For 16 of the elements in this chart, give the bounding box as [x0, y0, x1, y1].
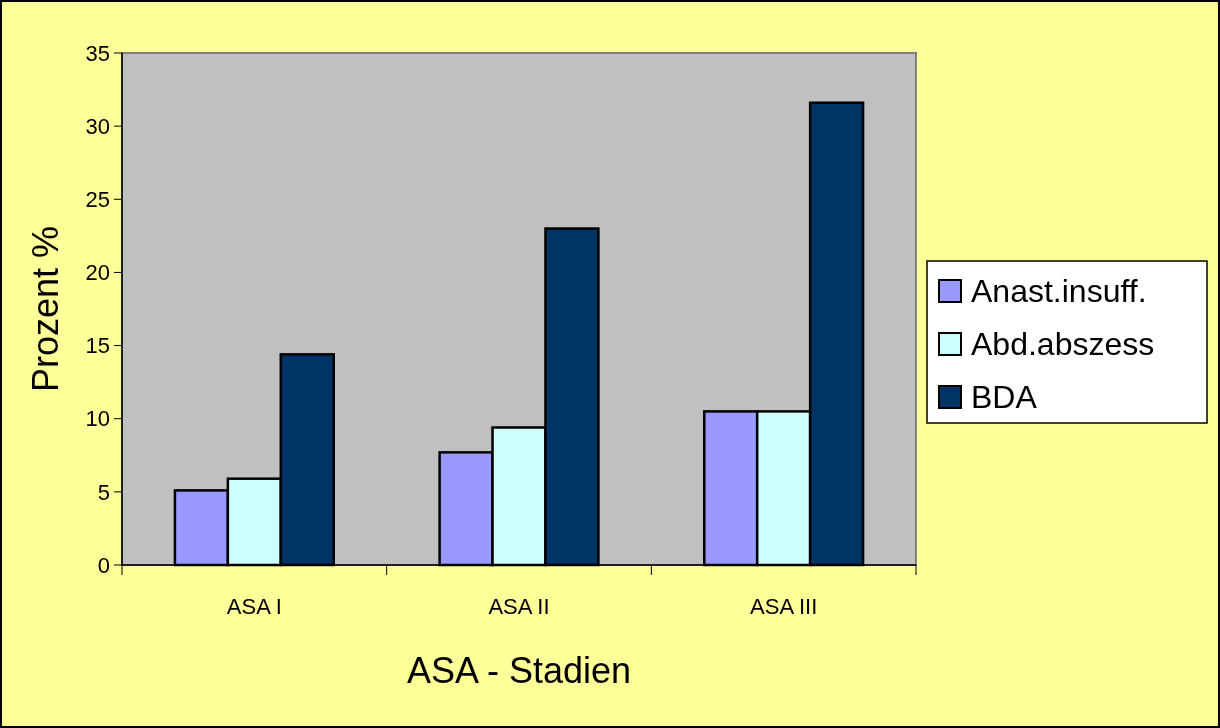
x-axis-title: ASA - Stadien: [406, 650, 632, 691]
y-tick-label: 30: [85, 113, 110, 139]
x-tick-label: ASA II: [488, 594, 550, 619]
legend-label: BDA: [971, 379, 1038, 416]
y-axis-title: Prozent %: [25, 225, 66, 393]
y-tick-label: 5: [97, 479, 110, 505]
x-tick-label: ASA I: [226, 594, 282, 619]
y-tick-label: 15: [85, 333, 110, 359]
y-tick-label: 35: [85, 40, 110, 66]
y-tick-label: 0: [97, 552, 110, 578]
y-tick-label: 10: [85, 406, 110, 432]
legend-label: Abd.abszess: [971, 326, 1155, 363]
y-tick-label: 20: [85, 260, 110, 286]
legend-label: Anast.insuff.: [971, 273, 1147, 310]
y-tick-label: 25: [85, 186, 110, 212]
x-tick-label: ASA III: [750, 594, 818, 619]
